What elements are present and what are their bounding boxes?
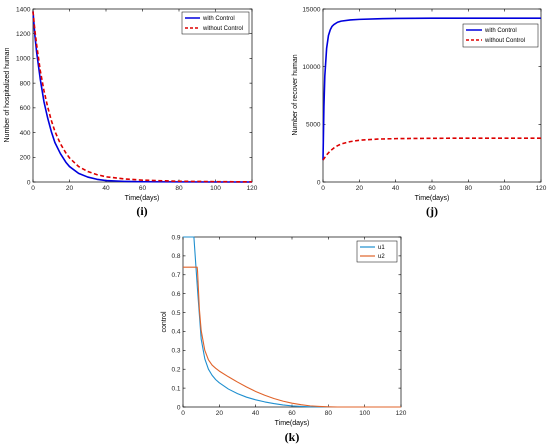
y-tick-label: 0.3 xyxy=(171,348,180,355)
chart-panel-j: 0 20 40 60 80 100 120 0 5000 10000 15000 Time(days… xyxy=(292,6,547,218)
y-axis-label: Number of recover human xyxy=(292,54,299,135)
x-tick-label: 80 xyxy=(465,185,473,192)
y-tick-label: 0.9 xyxy=(171,234,180,241)
x-tick-label: 40 xyxy=(102,185,110,192)
x-tick-label: 120 xyxy=(536,185,547,192)
y-axis-label: Number of hospitalized human xyxy=(4,47,11,142)
y-tick-label: 1400 xyxy=(16,6,31,13)
y-tick-label: 1200 xyxy=(16,31,31,38)
x-tick-label: 0 xyxy=(321,185,325,192)
series-line-without-control xyxy=(32,11,253,183)
legend-label-with-control: with Control xyxy=(484,28,517,34)
y-axis-label: control xyxy=(161,311,168,332)
legend-label-u2: u2 xyxy=(378,254,385,260)
x-tick-label: 40 xyxy=(252,410,260,417)
y-tick-label: 400 xyxy=(20,130,31,137)
y-tick-label: 0.8 xyxy=(171,253,180,260)
chart-panel-k: 0 20 40 60 80 100 120 0 0.1 0.2 0.3 0.4 0.5 0.6 0.7 0.8… xyxy=(161,234,407,444)
panel-label-j: (j) xyxy=(426,204,438,218)
x-tick-label: 20 xyxy=(216,410,224,417)
y-tick-label: 200 xyxy=(20,155,31,162)
y-tick-label: 0 xyxy=(177,404,181,411)
legend: with Control without Control xyxy=(181,11,250,35)
y-tick-label: 0.2 xyxy=(171,367,180,374)
y-tick-label: 0.1 xyxy=(171,385,180,392)
plot-area xyxy=(182,236,402,408)
x-axis-label: Time(days) xyxy=(125,195,160,202)
legend-label-u1: u1 xyxy=(378,245,385,251)
x-tick-label: 0 xyxy=(181,410,185,417)
x-tick-label: 100 xyxy=(210,185,221,192)
x-tick-label: 20 xyxy=(356,185,364,192)
legend-label-without-control: without Control xyxy=(202,26,243,32)
panel-label-k: (k) xyxy=(285,430,300,444)
x-axis-label: Time(days) xyxy=(275,420,310,427)
series-line-without-control xyxy=(322,137,541,161)
x-tick-label: 100 xyxy=(499,185,510,192)
panel-label-i: (i) xyxy=(136,204,147,218)
x-axis-label: Time(days) xyxy=(415,195,450,202)
x-tick-label: 0 xyxy=(31,185,35,192)
x-tick-label: 120 xyxy=(396,410,407,417)
series-line-with-control xyxy=(32,11,252,183)
x-tick-label: 60 xyxy=(139,185,147,192)
y-tick-label: 0.5 xyxy=(171,310,180,317)
plot-area xyxy=(32,8,253,183)
y-tick-label: 0 xyxy=(317,179,321,186)
series-line-u1 xyxy=(183,236,401,408)
series-line-u2 xyxy=(183,266,401,408)
y-tick-label: 10000 xyxy=(302,64,320,71)
y-tick-label: 0.6 xyxy=(171,291,180,298)
x-tick-label: 80 xyxy=(325,410,333,417)
legend: with Control without Control xyxy=(462,23,539,48)
y-tick-label: 800 xyxy=(20,80,31,87)
y-tick-label: 15000 xyxy=(302,6,320,13)
legend-label-with-control: with Control xyxy=(202,16,235,22)
series-line-with-control xyxy=(322,17,541,161)
x-tick-label: 80 xyxy=(175,185,183,192)
legend-label-without-control: without Control xyxy=(484,38,525,44)
y-tick-label: 5000 xyxy=(306,122,321,129)
y-tick-label: 0 xyxy=(27,179,31,186)
x-tick-label: 20 xyxy=(66,185,74,192)
y-tick-label: 0.7 xyxy=(171,272,180,279)
x-tick-label: 60 xyxy=(428,185,436,192)
y-tick-label: 1000 xyxy=(16,56,31,63)
y-tick-label: 600 xyxy=(20,105,31,112)
x-tick-label: 40 xyxy=(392,185,400,192)
x-tick-label: 120 xyxy=(247,185,258,192)
legend: u1 u2 xyxy=(356,240,398,263)
chart-panel-i: 0 20 40 60 80 100 1200200400600800100012001400… xyxy=(4,6,258,218)
x-tick-label: 60 xyxy=(288,410,296,417)
x-tick-label: 100 xyxy=(359,410,370,417)
legend-box xyxy=(356,240,398,263)
y-tick-label: 0.4 xyxy=(171,329,180,336)
